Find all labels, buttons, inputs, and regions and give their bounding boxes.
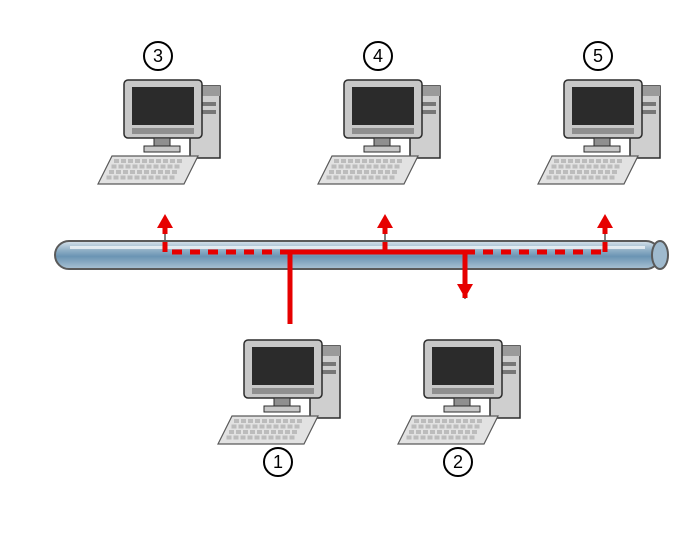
computer-2: 2	[398, 340, 520, 476]
keyboard-icon	[398, 416, 498, 444]
diagram-svg: 1 2 3 4 5	[0, 0, 700, 531]
keyboard-icon	[218, 416, 318, 444]
computer-4: 4	[318, 42, 440, 184]
node-label-2: 2	[444, 448, 472, 476]
node-label-4: 4	[364, 42, 392, 70]
network-bus-diagram: 1 2 3 4 5	[0, 0, 700, 531]
svg-text:5: 5	[593, 46, 603, 66]
bus-cable	[55, 241, 668, 269]
computer-1: 1	[218, 340, 340, 476]
node-label-1: 1	[264, 448, 292, 476]
computer-5: 5	[538, 42, 660, 184]
node-label-3: 3	[144, 42, 172, 70]
node-label-5: 5	[584, 42, 612, 70]
computer-3: 3	[98, 42, 220, 184]
svg-text:4: 4	[373, 46, 383, 66]
keyboard-icon	[538, 156, 638, 184]
svg-text:1: 1	[273, 452, 283, 472]
svg-text:2: 2	[453, 452, 463, 472]
keyboard-icon	[318, 156, 418, 184]
svg-text:3: 3	[153, 46, 163, 66]
keyboard-icon	[98, 156, 198, 184]
